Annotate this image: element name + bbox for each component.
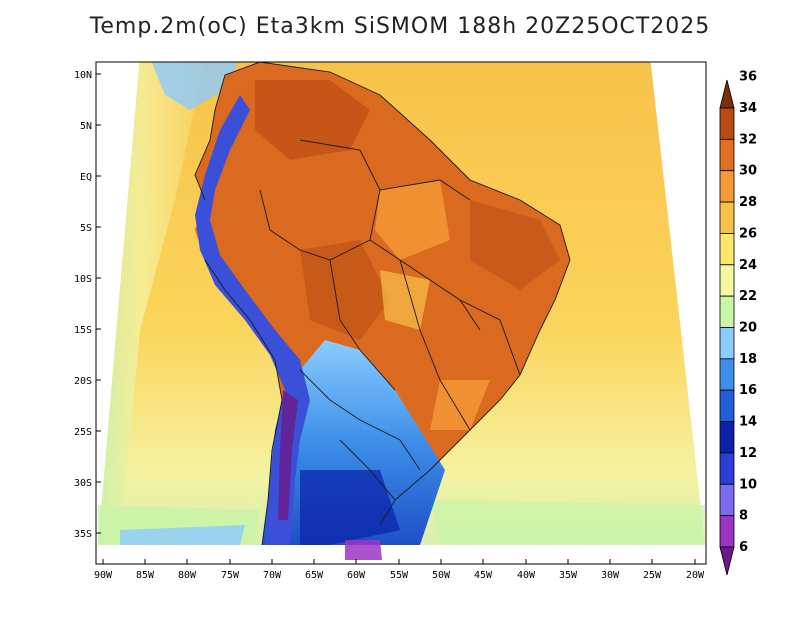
lon-label: 65W [305,570,324,581]
hot-core-east [470,200,560,290]
lat-label: 20S [74,376,92,387]
colorbar-segment [719,201,735,234]
colorbar-label: 32 [739,132,757,147]
lat-label: 35S [74,529,92,540]
colorbar-label: 8 [739,509,748,524]
colorbar-segment [719,358,735,391]
map-frame [95,61,707,565]
lon-label: 40W [517,570,536,581]
very-cold-patch [345,540,382,560]
lat-label: 25S [74,427,92,438]
warm-patch-southeast [430,380,490,430]
lon-label: 55W [390,570,409,581]
lon-label: 25W [643,570,662,581]
colorbar-segment [719,107,735,140]
latitude-labels: 10N 5N EQ 5S 10S 15S 20S 25S 30S 35S [74,70,92,540]
lat-label: EQ [80,172,92,183]
political-boundaries [194,62,571,546]
latitude-axis [96,73,101,534]
colorbar-segment [719,421,735,454]
colorbar-label: 14 [739,415,757,430]
colorbar-segment [719,452,735,485]
colorbar-label: 26 [739,226,757,241]
hot-core-north [255,80,370,160]
south-atlantic-band [430,500,705,545]
colorbar-segment [719,295,735,328]
lon-label: 30W [601,570,620,581]
lon-label: 85W [136,570,155,581]
lon-label: 35W [559,570,578,581]
colorbar-label: 16 [739,383,757,398]
lon-label: 60W [347,570,366,581]
pacific-cool-zone [98,62,204,545]
lat-label: 10N [74,70,92,81]
colorbar-label: 18 [739,352,757,367]
caribbean-cool-zone [151,62,239,110]
colorbar-segment [719,264,735,297]
colorbar-label: 30 [739,164,757,179]
longitude-axis [102,559,696,564]
southwest-cool-band [120,525,245,545]
lon-label: 45W [474,570,493,581]
longitude-labels: 90W 85W 80W 75W 70W 65W 60W 55W 50W 45W … [94,570,705,581]
colorbar-segment [719,233,735,266]
colorbar: 6 8 10 12 14 16 18 20 22 24 26 28 30 32 34 36 [719,70,757,576]
colorbar-label: 22 [739,289,757,304]
colorbar-segment [719,327,735,360]
hot-core-central [300,240,390,340]
lat-label: 10S [74,274,92,285]
colorbar-label: 10 [739,477,757,492]
lat-label: 5N [80,121,92,132]
colorbar-label: 34 [739,101,757,116]
lon-label: 70W [263,570,282,581]
colorbar-label: 24 [739,258,757,273]
lat-label: 15S [74,325,92,336]
colorbar-segment [719,170,735,203]
colorbar-label: 6 [739,540,748,555]
colorbar-segment [719,389,735,422]
pampas-cold-core [300,470,400,545]
lon-label: 75W [221,570,240,581]
warm-patch-central [380,270,430,330]
lon-label: 20W [686,570,705,581]
colorbar-segment [719,483,735,517]
colorbar-min-arrow [719,546,735,576]
map-title: Temp.2m(oC) Eta3km SiSMOM 188h 20Z25OCT2… [89,14,711,39]
colorbar-max-arrow [719,79,735,109]
lat-label: 30S [74,478,92,489]
lon-label: 50W [432,570,451,581]
lat-label: 5S [80,223,92,234]
andes-coldest-ridge [278,390,298,520]
colorbar-label: 20 [739,321,757,336]
colorbar-label: 28 [739,195,757,210]
lon-label: 90W [94,570,113,581]
lon-label: 80W [178,570,197,581]
colorbar-label: 36 [739,70,757,85]
colorbar-segment [719,138,735,172]
colorbar-segment [719,515,735,548]
warm-patch-amazon [375,180,450,260]
colorbar-label: 12 [739,446,757,461]
